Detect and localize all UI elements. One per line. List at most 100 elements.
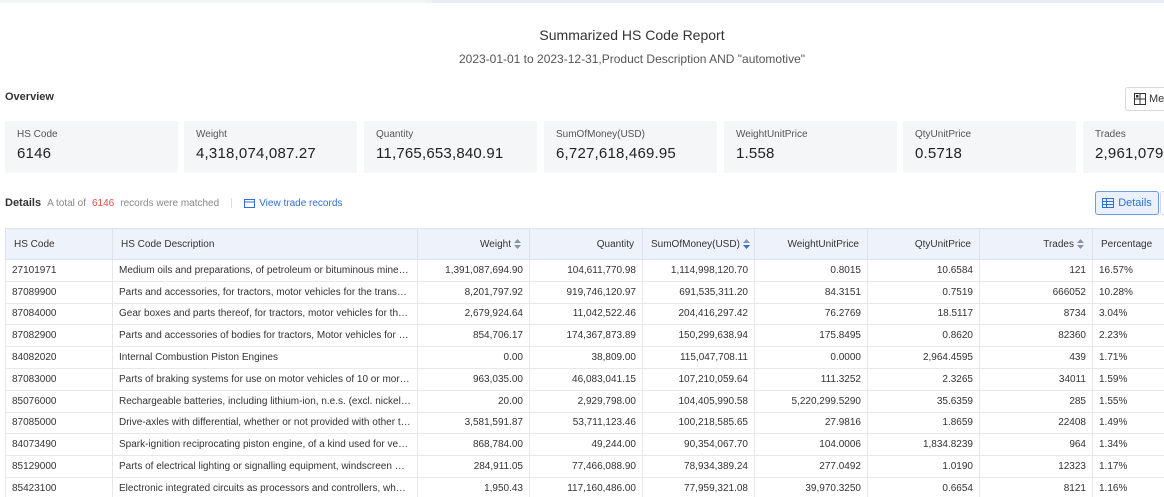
metrics-menu-button[interactable]: Me <box>1125 87 1164 111</box>
card-label: SumOfMoney(USD) <box>556 129 645 140</box>
cell-quantity: 38,809.00 <box>529 346 643 369</box>
table-row[interactable]: 87089900 Parts and accessories, for tract… <box>5 280 1164 304</box>
table-row[interactable]: 85129000 Parts of electrical lighting or … <box>5 455 1164 478</box>
cell-sum-of-money: 78,934,389.24 <box>642 455 755 478</box>
cell-description: Gear boxes and parts thereof, for tracto… <box>112 302 418 326</box>
cell-weight-unit-price: 5,220,299.5290 <box>754 389 868 413</box>
cell-description: Parts of electrical lighting or signalli… <box>112 455 418 478</box>
table-row[interactable]: 87085000 Drive-axles with differential, w… <box>5 411 1164 435</box>
cell-qty-unit-price: 0.6654 <box>867 476 980 497</box>
cell-percentage: 1.49% <box>1092 411 1164 435</box>
header-weight[interactable]: Weight <box>417 228 530 260</box>
cell-description: Parts and accessories of bodies for trac… <box>112 324 418 348</box>
header-sum-of-money-label: SumOfMoney(USD) <box>651 238 740 250</box>
cell-hs-code: 85076000 <box>5 389 113 413</box>
cell-weight: 868,784.00 <box>417 433 530 457</box>
cell-hs-code: 87089900 <box>5 280 113 304</box>
cell-quantity: 46,083,041.15 <box>529 367 643 391</box>
header-hs-code[interactable]: HS Code <box>5 228 113 260</box>
tab-right[interactable] <box>432 0 1164 3</box>
table-row[interactable]: 87082900 Parts and accessories of bodies … <box>5 324 1164 348</box>
cell-qty-unit-price: 1.0190 <box>867 455 980 478</box>
card-label: HS Code <box>17 129 58 140</box>
table-row[interactable]: 87084000 Gear boxes and parts thereof, fo… <box>5 302 1164 326</box>
header-sum-of-money[interactable]: SumOfMoney(USD) <box>642 228 755 260</box>
header-trades[interactable]: Trades <box>979 228 1093 260</box>
details-summary: Details A total of 6146 records were mat… <box>5 193 342 213</box>
cell-sum-of-money: 115,047,708.11 <box>642 346 755 369</box>
details-heading: Details <box>5 197 42 209</box>
overview-heading: Overview <box>5 91 54 103</box>
tab-left[interactable] <box>0 0 425 3</box>
cell-qty-unit-price: 35.6359 <box>867 389 980 413</box>
cell-description: Internal Combustion Piston Engines <box>112 346 418 369</box>
card-qty-unit-price: QtyUnitPrice 0.5718 <box>903 121 1076 173</box>
cell-weight-unit-price: 76.2769 <box>754 302 868 326</box>
table-row[interactable]: 84073490 Spark-ignition reciprocating pis… <box>5 433 1164 457</box>
cell-hs-code: 84082020 <box>5 346 113 369</box>
header-quantity[interactable]: Quantity <box>529 228 643 260</box>
cell-trades: 439 <box>979 346 1093 369</box>
cell-hs-code: 87083000 <box>5 367 113 391</box>
table-row[interactable]: 85076000 Rechargeable batteries, includin… <box>5 389 1164 413</box>
table-row[interactable]: 27101971 Medium oils and preparations, of… <box>5 259 1164 282</box>
cell-sum-of-money: 77,959,321.08 <box>642 476 755 497</box>
cell-weight: 1,391,087,694.90 <box>417 259 530 282</box>
cell-percentage: 1.55% <box>1092 389 1164 413</box>
total-prefix: A total of <box>47 197 86 209</box>
cell-weight: 2,679,924.64 <box>417 302 530 326</box>
cell-trades: 22408 <box>979 411 1093 435</box>
cell-weight: 8,201,797.92 <box>417 280 530 304</box>
total-suffix: records were matched <box>120 197 220 209</box>
table-row[interactable]: 87083000 Parts of braking systems for use… <box>5 367 1164 391</box>
cell-hs-code: 87082900 <box>5 324 113 348</box>
header-weight-unit-price[interactable]: WeightUnitPrice <box>754 228 868 260</box>
card-value: 6,727,618,469.95 <box>556 145 676 162</box>
metrics-menu-label: Me <box>1149 93 1164 105</box>
view-trade-records-link[interactable]: View trade records <box>244 198 342 209</box>
cell-description: Parts and accessories, for tractors, mot… <box>112 280 418 304</box>
details-view-button[interactable]: Details <box>1095 191 1159 215</box>
cell-weight-unit-price: 84.3151 <box>754 280 868 304</box>
next-view-button[interactable] <box>1160 191 1164 215</box>
cell-hs-code: 87085000 <box>5 411 113 435</box>
report-title: Summarized HS Code Report <box>539 27 725 43</box>
cell-qty-unit-price: 18.5117 <box>867 302 980 326</box>
card-hs-code: HS Code 6146 <box>5 121 178 173</box>
header-description[interactable]: HS Code Description <box>112 228 418 260</box>
cell-hs-code: 27101971 <box>5 259 113 282</box>
sort-icon[interactable] <box>742 238 750 249</box>
header-percentage[interactable]: Percentage <box>1092 228 1164 260</box>
table-row[interactable]: 85423100 Electronic integrated circuits a… <box>5 476 1164 497</box>
sort-icon[interactable] <box>514 238 521 249</box>
card-weight: Weight 4,318,074,087.27 <box>184 121 357 173</box>
cell-weight: 3,581,591.87 <box>417 411 530 435</box>
cell-weight: 0.00 <box>417 346 530 369</box>
cell-percentage: 1.17% <box>1092 455 1164 478</box>
cell-qty-unit-price: 0.7519 <box>867 280 980 304</box>
header-qty-unit-price[interactable]: QtyUnitPrice <box>867 228 980 260</box>
card-value: 1.558 <box>736 145 775 162</box>
details-view-label: Details <box>1118 197 1152 209</box>
cell-weight: 963,035.00 <box>417 367 530 391</box>
report-subtitle: 2023-01-01 to 2023-12-31,Product Descrip… <box>458 52 806 66</box>
cell-percentage: 1.34% <box>1092 433 1164 457</box>
card-label: Quantity <box>376 129 414 140</box>
cell-hs-code: 85423100 <box>5 476 113 497</box>
records-icon <box>244 198 256 208</box>
card-label: QtyUnitPrice <box>915 129 972 140</box>
cell-trades: 121 <box>979 259 1093 282</box>
cell-quantity: 49,244.00 <box>529 433 643 457</box>
cell-sum-of-money: 104,405,990.58 <box>642 389 755 413</box>
overview-cards: HS Code 6146 Weight 4,318,074,087.27 Qua… <box>0 121 1164 173</box>
table-row[interactable]: 84082020 Internal Combustion Piston Engin… <box>5 346 1164 369</box>
cell-trades: 8734 <box>979 302 1093 326</box>
cell-weight-unit-price: 39,970.3250 <box>754 476 868 497</box>
cell-weight-unit-price: 0.0000 <box>754 346 868 369</box>
cell-percentage: 10.28% <box>1092 280 1164 304</box>
cell-weight: 1,950.43 <box>417 476 530 497</box>
cell-sum-of-money: 150,299,638.94 <box>642 324 755 348</box>
sort-icon[interactable] <box>1077 238 1084 249</box>
cell-trades: 285 <box>979 389 1093 413</box>
cell-sum-of-money: 1,114,998,120.70 <box>642 259 755 282</box>
